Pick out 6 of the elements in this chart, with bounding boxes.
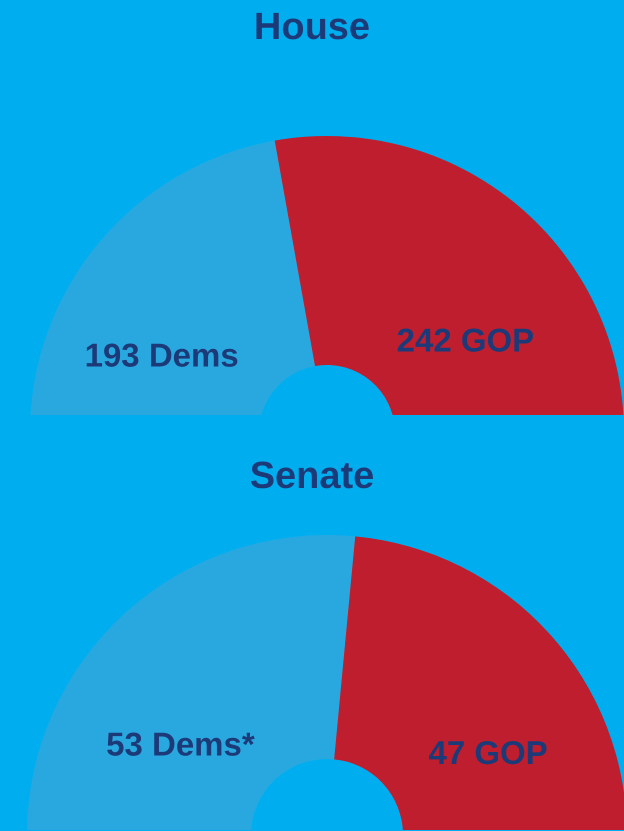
chart-title: House	[252, 6, 372, 49]
slice-label: 47 GOP	[428, 734, 548, 771]
chart-title: Senate	[248, 455, 376, 498]
slice-label: 193 Dems	[84, 336, 239, 374]
slice-label: 242 GOP	[396, 321, 534, 358]
slice-label: 53 Dems*	[106, 726, 255, 763]
